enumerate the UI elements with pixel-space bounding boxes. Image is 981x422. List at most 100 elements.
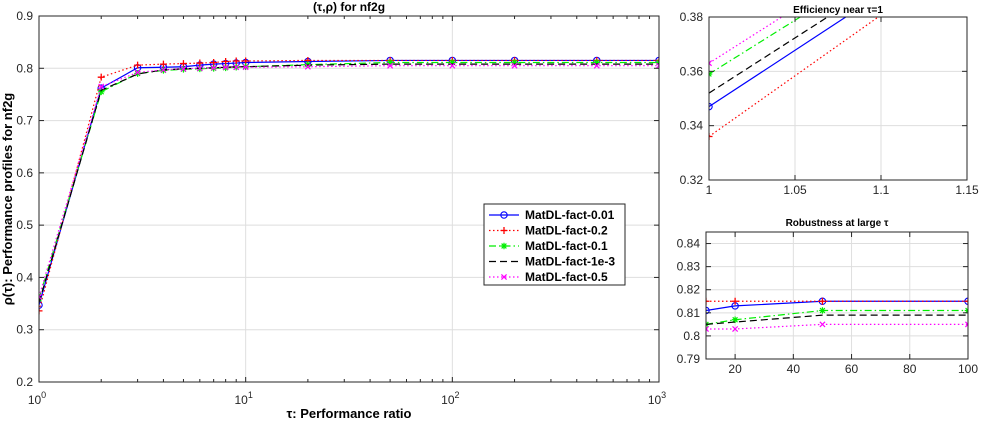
x-tick-label: 1.15 xyxy=(955,183,979,197)
efficiency-plot-area xyxy=(709,17,967,180)
series-matdl-fact-0-5 xyxy=(706,321,968,333)
data-point-matdl-fact-0-2 xyxy=(179,60,187,68)
x-tick-label: 102 xyxy=(441,390,459,407)
series-line-matdl-fact-0-1 xyxy=(706,309,968,325)
legend-label: MatDL-fact-0.01 xyxy=(525,208,615,222)
data-point-matdl-fact-0-5 xyxy=(134,69,141,76)
x-tick-label: 20 xyxy=(728,362,742,376)
series-matdl-fact-0-01 xyxy=(709,17,847,111)
legend: MatDL-fact-0.01MatDL-fact-0.2MatDL-fact-… xyxy=(483,203,626,286)
data-point-matdl-fact-0-5 xyxy=(387,62,394,69)
y-tick-label: 0.5 xyxy=(16,218,33,232)
series-matdl-fact-1e-3 xyxy=(706,314,968,325)
data-point-matdl-fact-0-2 xyxy=(39,307,43,315)
legend-entry-matdl-fact-0-01: MatDL-fact-0.01 xyxy=(489,208,615,222)
y-tick-label: 0.83 xyxy=(677,260,701,274)
data-point-matdl-fact-0-5 xyxy=(160,66,167,73)
main-series xyxy=(39,56,659,315)
data-point-matdl-fact-0-01 xyxy=(39,301,43,309)
data-point-matdl-fact-0-2 xyxy=(222,57,230,65)
data-point-matdl-fact-0-5 xyxy=(655,62,659,69)
x-tick-label: 1.05 xyxy=(783,183,807,197)
y-tick-label: 0.38 xyxy=(680,10,704,24)
series-line-matdl-fact-0-5 xyxy=(39,65,659,297)
data-point-matdl-fact-0-01 xyxy=(709,102,713,111)
data-point-matdl-fact-0-5 xyxy=(304,63,311,70)
main-x-axis-label: τ: Performance ratio xyxy=(286,406,411,421)
y-tick-label: 0.6 xyxy=(16,166,33,180)
x-tick-base: 10 xyxy=(441,393,455,407)
x-tick-label: 103 xyxy=(648,390,666,407)
data-point-matdl-fact-0-5 xyxy=(39,293,43,300)
robustness-title: Robustness at large τ xyxy=(786,218,889,229)
x-tick-exponent: 2 xyxy=(455,390,460,400)
data-point-matdl-fact-0-1 xyxy=(97,88,105,96)
legend-marker xyxy=(500,227,508,234)
y-tick-label: 0.84 xyxy=(677,237,701,251)
data-point-matdl-fact-0-1 xyxy=(449,59,456,66)
data-point-matdl-fact-0-5 xyxy=(511,62,518,69)
series-line-matdl-fact-0-01 xyxy=(39,59,659,306)
y-tick-label: 0.2 xyxy=(16,375,33,389)
data-point-matdl-fact-0-5 xyxy=(706,325,710,333)
y-tick-label: 0.32 xyxy=(680,173,704,187)
series-matdl-fact-1e-3 xyxy=(39,63,659,303)
data-point-matdl-fact-0-5 xyxy=(210,64,217,71)
data-point-matdl-fact-0-2 xyxy=(706,297,710,305)
data-point-matdl-fact-0-5 xyxy=(819,321,826,328)
x-tick-label: 100 xyxy=(958,362,978,376)
y-tick-label: 0.36 xyxy=(680,64,704,78)
series-matdl-fact-0-5 xyxy=(39,62,659,300)
x-tick-label: 60 xyxy=(845,362,859,376)
series-matdl-fact-0-2 xyxy=(706,297,968,305)
y-tick-label: 0.79 xyxy=(677,352,701,366)
data-point-matdl-fact-0-2 xyxy=(97,73,105,81)
efficiency-series xyxy=(709,17,880,141)
x-tick-exponent: 1 xyxy=(248,390,253,400)
data-point-matdl-fact-0-5 xyxy=(242,64,249,71)
legend-marker xyxy=(500,273,508,281)
data-point-matdl-fact-0-1 xyxy=(593,59,601,66)
data-point-matdl-fact-0-2 xyxy=(210,59,218,67)
x-tick-label: 40 xyxy=(787,362,801,376)
y-tick-label: 0.7 xyxy=(16,114,33,128)
data-point-matdl-fact-0-2 xyxy=(159,60,167,68)
legend-entry-matdl-fact-1e-3: MatDL-fact-1e-3 xyxy=(489,255,615,269)
x-tick-label: 80 xyxy=(903,362,917,376)
y-tick-label: 0.3 xyxy=(16,323,33,337)
main-y-axis-label: ρ(τ): Performance profiles for nf2g xyxy=(0,93,15,306)
y-tick-label: 0.81 xyxy=(677,306,701,320)
robustness-axes-frame xyxy=(705,231,969,360)
main-plot-area xyxy=(39,16,659,382)
data-point-matdl-fact-0-5 xyxy=(180,65,187,72)
data-point-matdl-fact-0-5 xyxy=(964,321,968,328)
data-point-matdl-fact-0-1 xyxy=(134,70,141,77)
data-point-matdl-fact-0-2 xyxy=(731,297,739,305)
series-line-matdl-fact-0-5 xyxy=(706,323,968,330)
x-tick-label: 100 xyxy=(28,390,46,407)
data-point-matdl-fact-0-5 xyxy=(593,62,600,69)
data-point-matdl-fact-0-2 xyxy=(964,297,968,305)
series-line-matdl-fact-1e-3 xyxy=(39,63,659,303)
main-axes-frame xyxy=(38,15,660,383)
robustness-ticks: 20 40 60 80 100 0.79 0.8 0.81 0.82 0.83 0.84 xyxy=(677,232,978,376)
y-tick-label: 0.34 xyxy=(680,119,704,133)
legend-entry-matdl-fact-0-5: MatDL-fact-0.5 xyxy=(489,270,608,284)
series-line-matdl-fact-0-2 xyxy=(39,59,659,312)
x-tick-base: 10 xyxy=(234,393,248,407)
efficiency-ticks: 1 1.05 1.1 1.15 0.32 0.34 0.36 0.38 xyxy=(680,10,979,197)
data-point-matdl-fact-0-5 xyxy=(222,64,229,71)
y-tick-label: 0.8 xyxy=(16,61,33,75)
data-point-matdl-fact-0-01 xyxy=(706,306,710,315)
efficiency-subplot: 1 1.05 1.1 1.15 0.32 0.34 0.36 0.38 Efficiency … xyxy=(680,5,979,197)
series-matdl-fact-0-5 xyxy=(709,17,783,67)
legend-marker xyxy=(500,242,508,250)
data-point-matdl-fact-0-2 xyxy=(196,59,204,67)
robustness-series xyxy=(706,297,968,333)
data-point-matdl-fact-0-2 xyxy=(242,57,250,65)
data-point-matdl-fact-0-2 xyxy=(232,57,240,65)
y-tick-label: 0.82 xyxy=(677,283,701,297)
data-point-matdl-fact-0-2 xyxy=(134,61,142,69)
